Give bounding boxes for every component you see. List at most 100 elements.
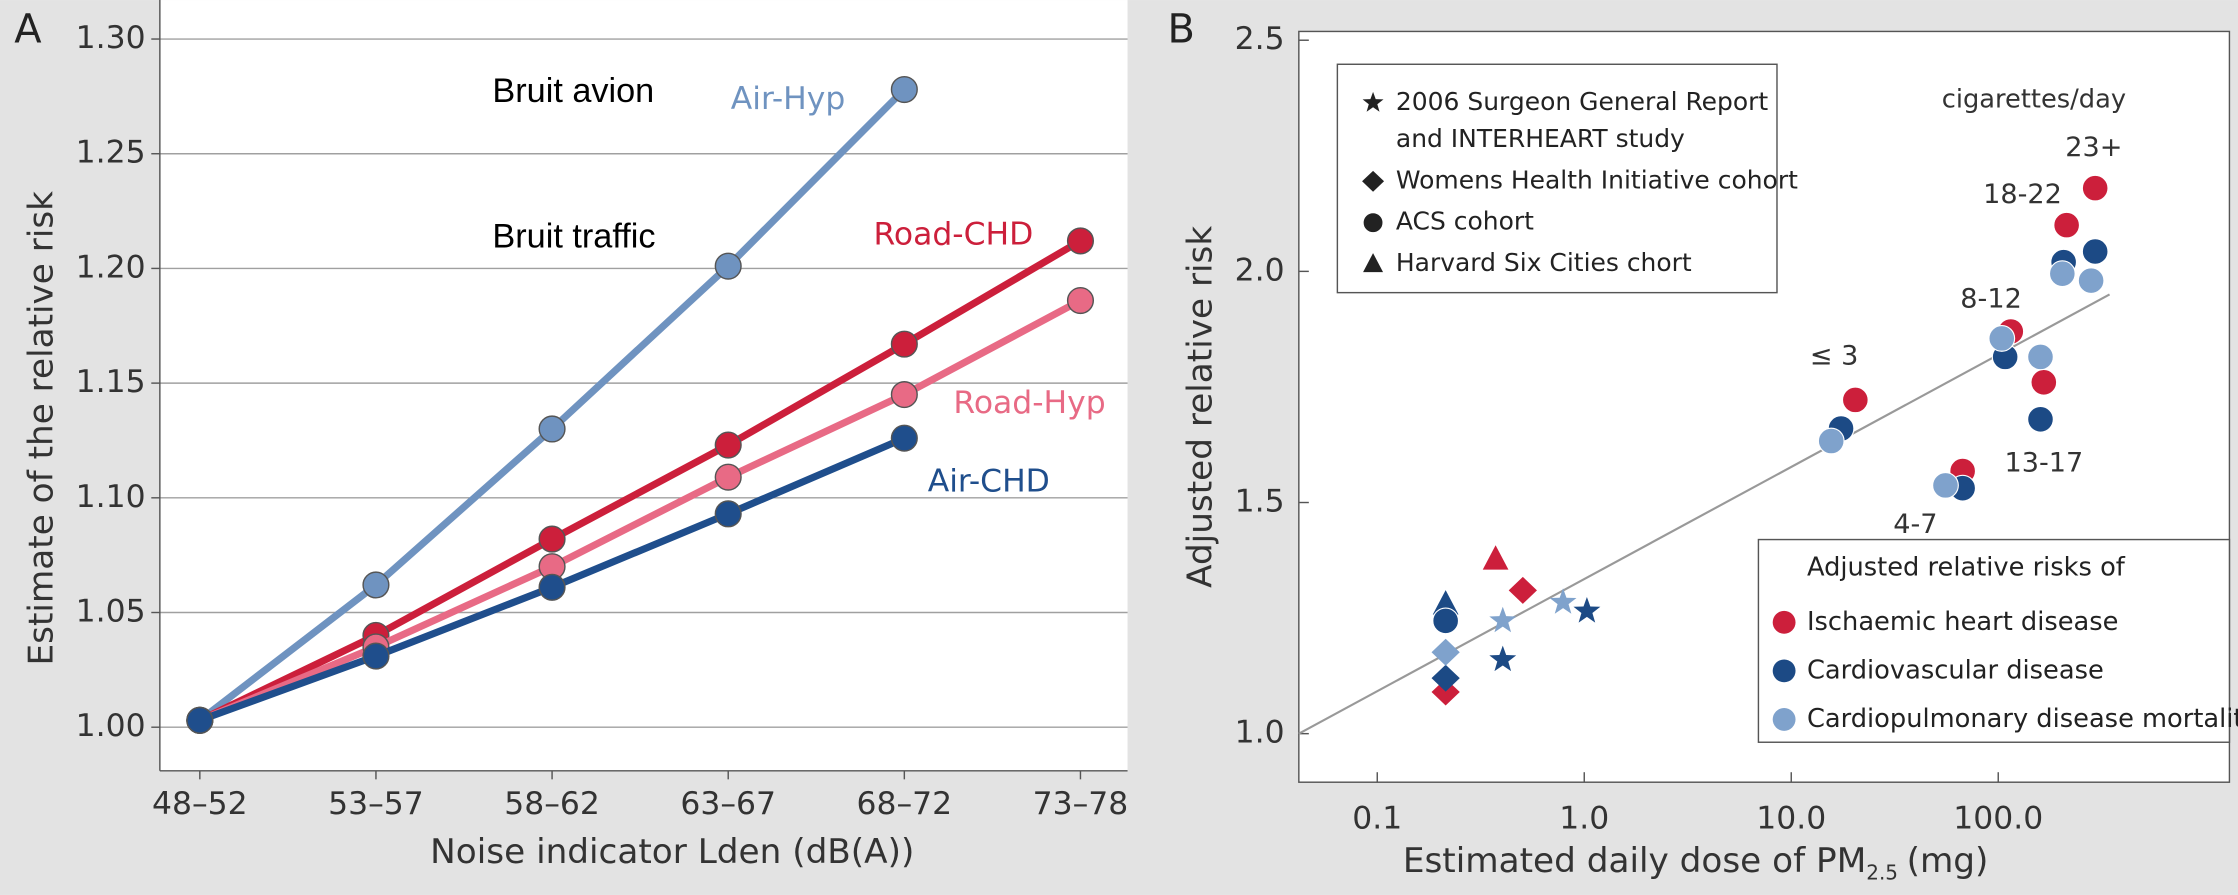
x-tick-label: 68–72 — [857, 786, 953, 822]
marker — [2081, 238, 2109, 265]
marker — [1432, 590, 1459, 615]
y-tick-label: 2.0 — [1235, 252, 1285, 288]
legend-label: Cardiopulmonary disease mortality — [1807, 704, 2238, 734]
data-point — [714, 500, 742, 528]
x-tick-label: 0.1 — [1352, 800, 1402, 836]
marker — [1362, 91, 1384, 112]
x-axis-label-text: Estimated daily dose of PM — [1403, 841, 1866, 881]
marker — [1988, 324, 2016, 352]
data-point — [890, 75, 918, 104]
marker — [2053, 211, 2081, 239]
y-tick-label: 1.25 — [76, 135, 146, 171]
series-label: Air-CHD — [928, 463, 1050, 499]
marker — [1489, 645, 1517, 672]
legend-label: ACS cohort — [1396, 207, 1534, 236]
x-axis-label: Estimated daily dose of PM2.5 (mg) — [1403, 841, 1989, 884]
panel-label: B — [1168, 6, 1195, 52]
legend-label: 2006 Surgeon General Report — [1396, 87, 1769, 116]
series-line — [198, 297, 1083, 724]
y-tick-label: 1.30 — [76, 20, 146, 56]
y-tick-label: 1.10 — [76, 479, 146, 515]
series-label: Road-CHD — [874, 217, 1034, 253]
group-title: cigarettes/day — [1942, 84, 2126, 114]
legend-label: Ischaemic heart disease — [1807, 607, 2119, 637]
data-point — [714, 431, 742, 459]
marker — [1431, 664, 1460, 692]
data-point — [538, 525, 566, 553]
y-tick-label: 1.05 — [76, 594, 146, 630]
y-tick-label: 1.00 — [76, 708, 146, 744]
marker — [1362, 212, 1384, 234]
x-tick-label: 63–67 — [680, 786, 776, 822]
panel-label: A — [14, 6, 41, 52]
data-point — [362, 642, 390, 670]
annotation: Bruit traffic — [492, 217, 655, 255]
x-axis-label: Noise indicator Lden (dB(A)) — [430, 832, 914, 872]
marker — [1489, 606, 1517, 633]
data-point — [186, 706, 214, 734]
marker — [1432, 607, 1460, 635]
data-point — [714, 252, 742, 280]
series-line — [198, 237, 1083, 724]
legend-title: Adjusted relative risks of — [1807, 553, 2126, 583]
data-point — [714, 463, 742, 491]
legend-swatch — [1772, 659, 1796, 683]
y-axis-label: Adjusted relative risk — [1180, 226, 1220, 588]
x-axis-label-sub: 2.5 — [1866, 860, 1898, 884]
legend-label: and INTERHEART study — [1396, 124, 1685, 153]
marker — [2027, 405, 2054, 433]
marker — [1932, 471, 1959, 499]
marker — [2077, 267, 2105, 295]
marker — [1431, 638, 1460, 666]
group-label: 23+ — [2065, 132, 2122, 163]
marker — [1817, 427, 1845, 455]
x-axis-label-tail: (mg) — [1907, 841, 1989, 881]
data-point — [1066, 286, 1095, 315]
data-point — [538, 415, 566, 443]
x-tick-label: 100.0 — [1953, 800, 2043, 836]
data-point — [890, 424, 918, 452]
x-tick-label: 48–52 — [152, 786, 248, 822]
group-label: 13-17 — [2004, 447, 2083, 478]
data-point — [362, 571, 390, 599]
y-tick-label: 1.20 — [76, 249, 146, 285]
data-point — [890, 330, 918, 358]
marker — [2081, 174, 2109, 202]
marker — [2048, 260, 2076, 288]
legend-label: Harvard Six Cities chort — [1396, 248, 1692, 277]
legend-label: Womens Health Initiative cohort — [1396, 165, 1798, 194]
x-tick-label: 10.0 — [1756, 800, 1826, 836]
group-label: 4-7 — [1893, 509, 1937, 540]
x-tick-label: 73–78 — [1033, 786, 1129, 822]
legend-label: Cardiovascular disease — [1807, 655, 2104, 685]
y-tick-label: 1.0 — [1235, 715, 1285, 751]
marker — [2027, 343, 2054, 371]
marker — [1549, 588, 1577, 614]
x-tick-label: 58–62 — [504, 786, 600, 822]
y-tick-label: 1.5 — [1235, 484, 1285, 520]
annotation: Bruit avion — [492, 72, 654, 110]
series-label: Air-Hyp — [731, 81, 846, 117]
data-point — [1066, 227, 1095, 255]
marker — [2030, 368, 2058, 396]
group-label: ≤ 3 — [1810, 340, 1859, 371]
legend-swatch — [1772, 707, 1796, 731]
plot-area — [159, 0, 1128, 771]
marker — [1482, 545, 1509, 570]
marker — [1363, 253, 1384, 273]
x-tick-label: 53–57 — [328, 786, 424, 822]
marker-legend — [1336, 63, 1778, 294]
group-label: 8-12 — [1960, 283, 2022, 314]
marker — [1573, 597, 1601, 623]
y-axis-label: Estimate of the relative risk — [21, 191, 61, 666]
legend-swatch — [1772, 610, 1796, 634]
series-label: Road-Hyp — [953, 385, 1105, 421]
y-tick-label: 1.15 — [76, 364, 146, 400]
color-legend — [1757, 538, 2231, 743]
data-point — [538, 573, 566, 601]
x-tick-label: 1.0 — [1559, 800, 1609, 836]
marker — [1431, 678, 1460, 706]
group-label: 18-22 — [1983, 179, 2062, 210]
